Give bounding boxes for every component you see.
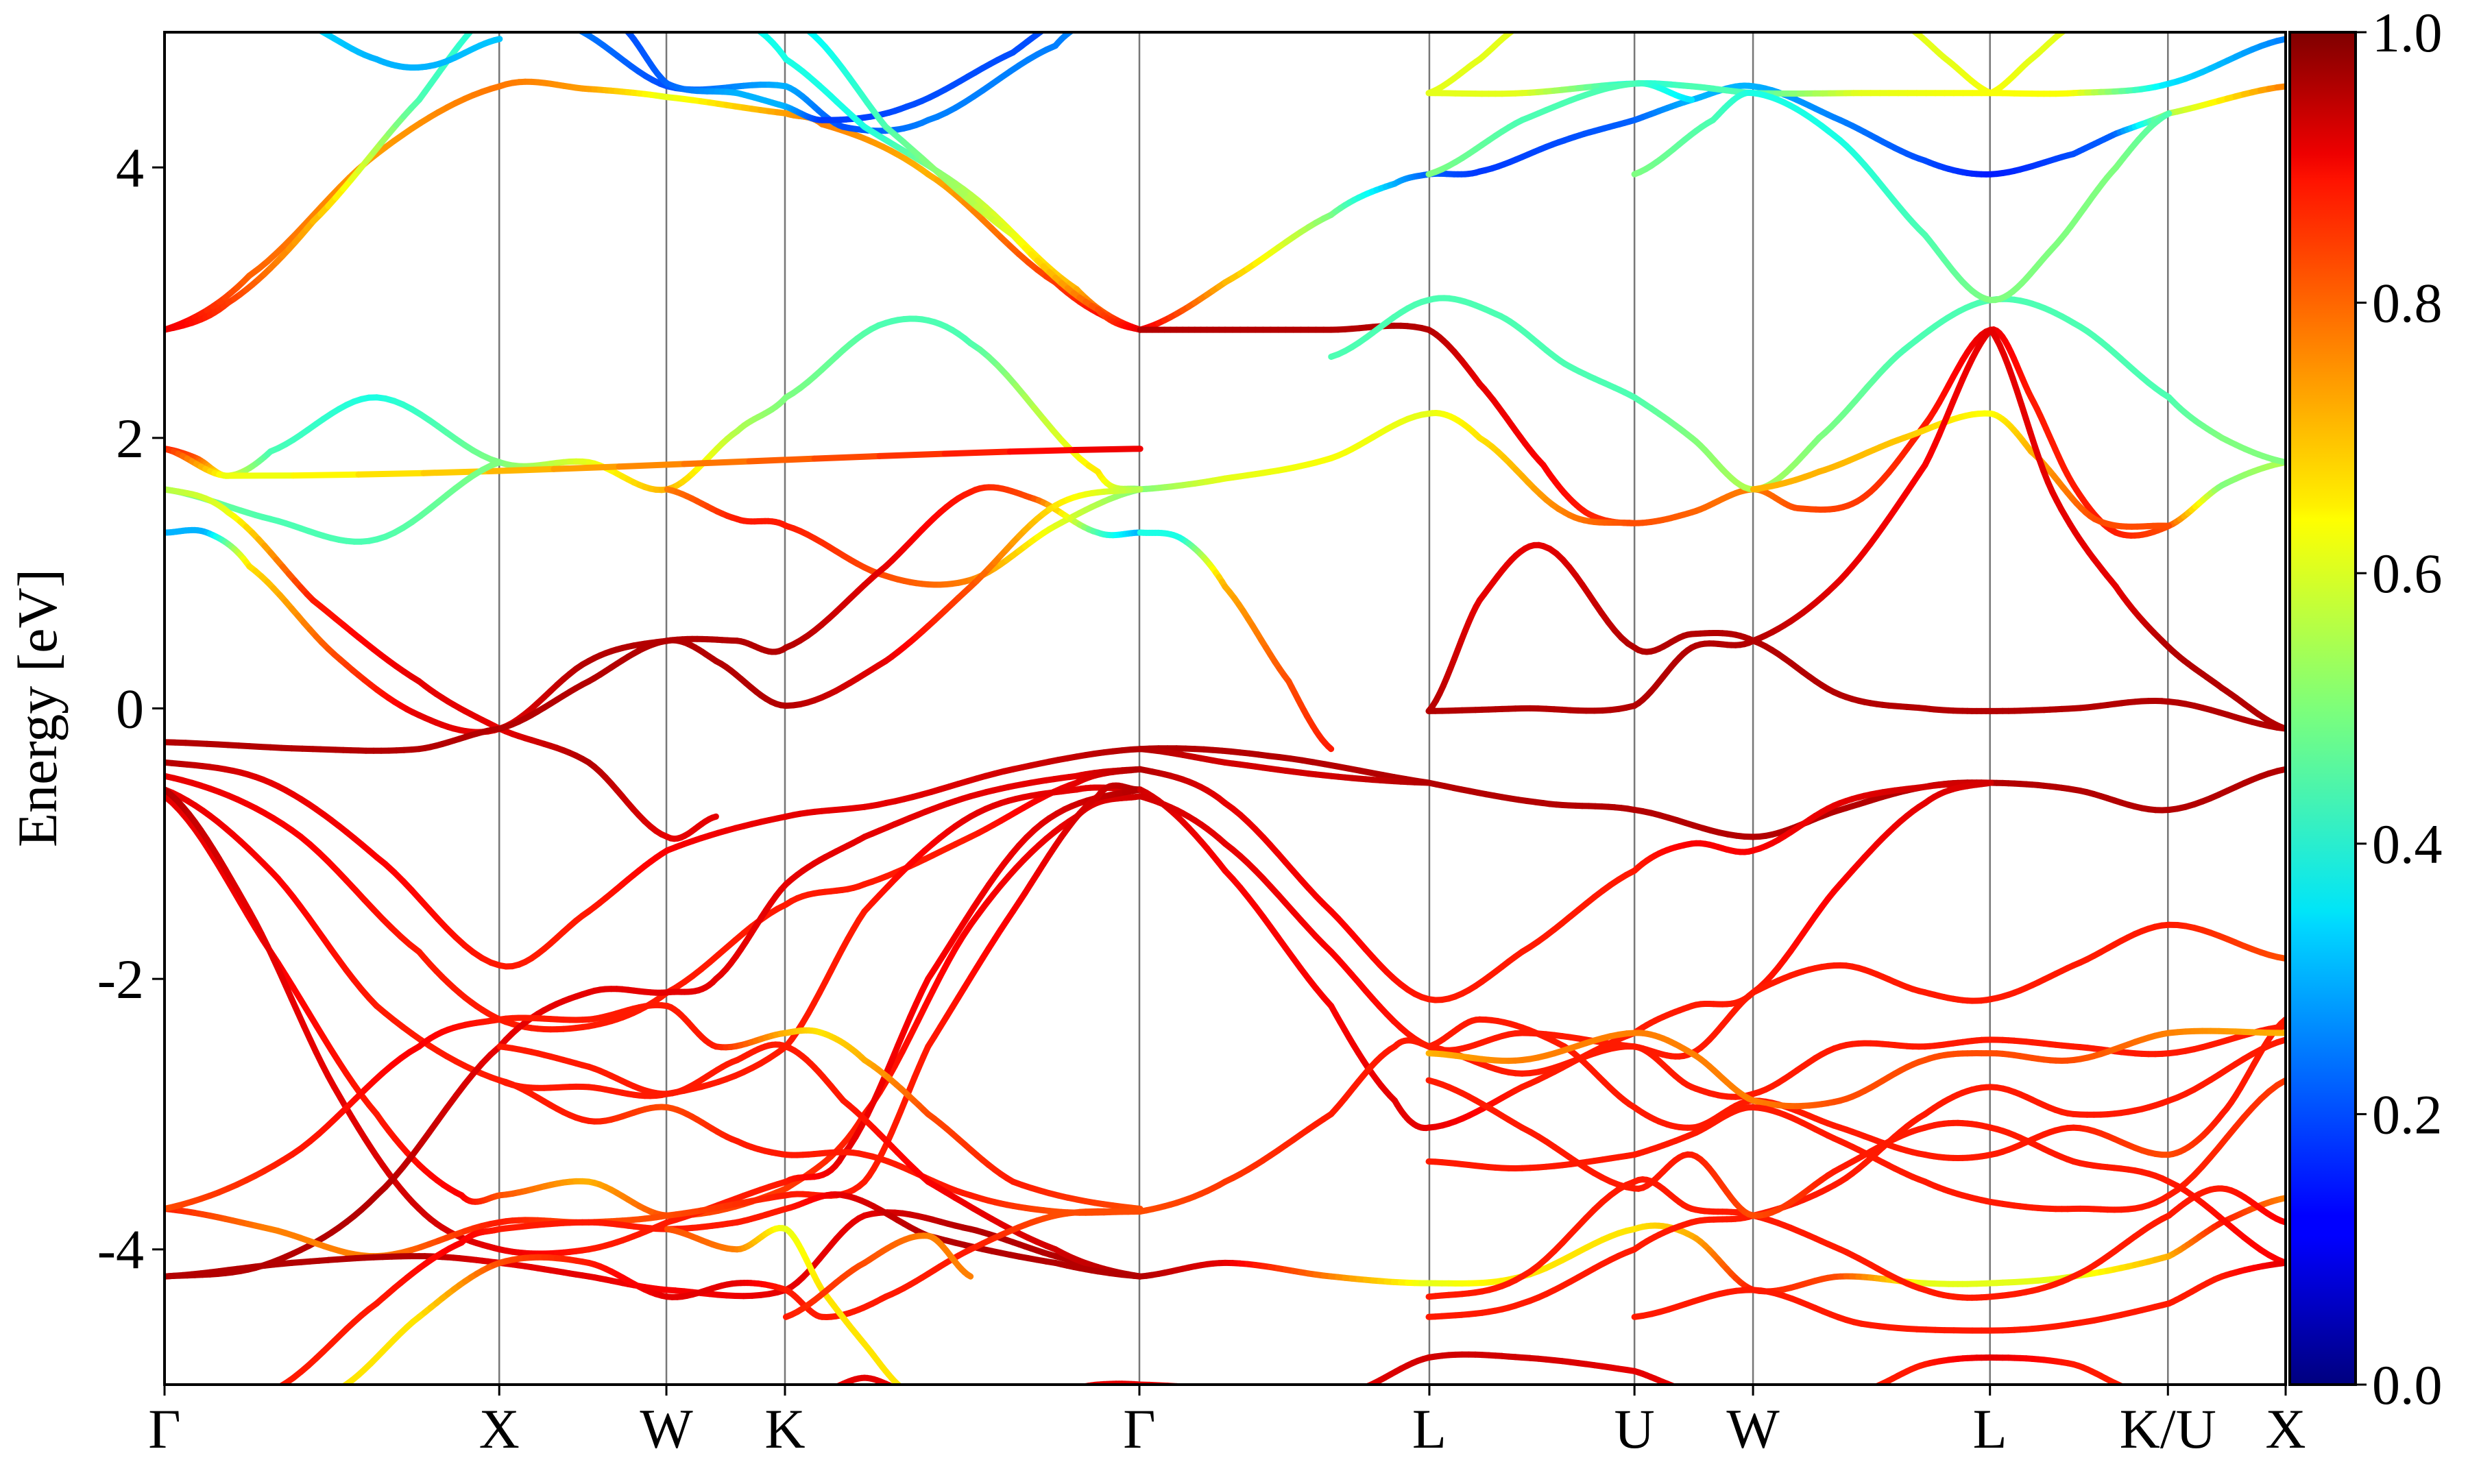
band-line [165,489,716,839]
band-segment [293,474,359,475]
band-segment [271,1388,278,1391]
band-segment [494,5,500,10]
band-line [1991,25,2074,93]
band-segment [304,23,310,25]
energy-bands [165,5,2286,1391]
band-line [667,1228,907,1391]
band-segment [801,25,807,29]
band-segment [554,467,619,470]
band-segment [310,25,316,28]
band-segment [753,27,755,28]
band-line [1429,25,1522,93]
band-segment [2064,29,2068,31]
band-segment [619,464,684,467]
band-segment [1045,26,1050,29]
band-line [801,25,1140,330]
band-segment [491,462,500,465]
band-segment [1082,23,1085,25]
band-line [1140,533,1331,749]
band-segment [620,25,624,28]
band-line [335,1211,1141,1391]
band-segment [1519,25,1523,27]
band-line [568,19,1098,131]
band-line [165,487,1140,732]
band-segment [1328,746,1331,749]
band-segment [880,454,945,456]
band-segment [359,473,424,474]
band-segment [471,25,476,31]
band-line [1331,298,2286,489]
band-line [165,729,500,751]
band-segment [489,469,554,471]
band-segment [488,9,494,14]
band-line [500,489,1140,729]
band-line [1904,25,1991,93]
band-segment [1072,12,1077,13]
band-segment [483,14,488,19]
band-segment [750,25,753,27]
band-segment [1080,25,1083,26]
band-segment [1092,20,1095,21]
band-line [1140,413,1634,524]
band-segment [1050,23,1054,25]
band-line [165,449,1140,476]
band-segment [1513,29,1516,31]
band-segment [755,28,758,29]
band-segment [1089,21,1091,22]
band-line [165,5,500,330]
band-segment [1086,22,1089,23]
band-line [667,489,1140,585]
band-segment [2165,113,2169,115]
band-line [620,12,1076,120]
band-segment [1904,25,1907,27]
band-segment [298,21,304,23]
band-line [1429,83,1692,174]
band-segment [1010,450,1075,452]
band-segment [1075,449,1140,450]
band-line [1634,93,2169,300]
band-segment [1907,27,1910,29]
band-segment [568,25,574,28]
band-segment [749,459,814,461]
band-segment [1067,14,1072,16]
band-segment [814,456,880,459]
band-segment [1058,18,1063,21]
band-segment [624,28,627,32]
band-segment [684,461,749,464]
band-segment [1134,489,1140,490]
band-segment [2068,27,2070,29]
band-segment [1516,27,1519,29]
band-line [165,82,1140,330]
band-segment [2070,25,2073,27]
band-segment [1076,26,1079,27]
band-segment [1688,99,1692,100]
band-segment [1054,20,1058,23]
band-segment [712,816,716,818]
band-segment [945,452,1010,454]
band-segment [1910,29,1913,31]
band-segment [335,1388,341,1391]
band-line [1429,39,2286,94]
band-segment [292,19,298,21]
band-line [292,19,500,67]
band-segment [1063,16,1068,18]
band-segment [495,39,500,40]
band-line [500,1045,1140,1276]
band-line [1429,330,1991,711]
band-segment [1074,27,1076,29]
band-line [1140,326,2286,535]
band-segment [476,19,482,25]
